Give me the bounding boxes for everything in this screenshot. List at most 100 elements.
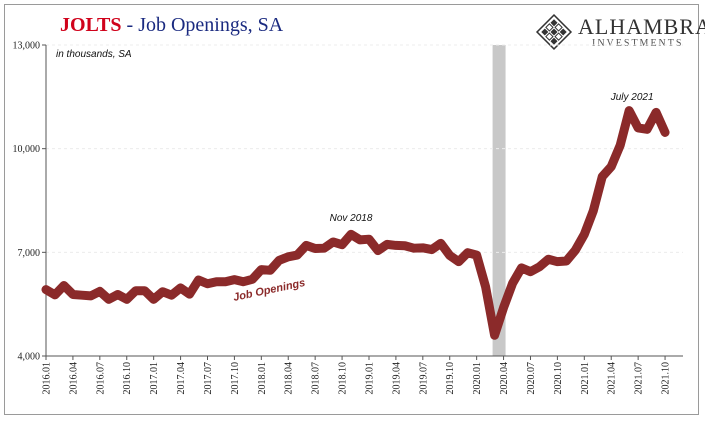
- data-point: [655, 111, 658, 114]
- data-point: [502, 306, 505, 309]
- data-point: [98, 290, 101, 293]
- data-point: [664, 131, 667, 134]
- chart-title: JOLTS - Job Openings, SA: [60, 14, 283, 37]
- x-tick-label: 2018.07: [311, 362, 322, 395]
- data-point: [179, 286, 182, 289]
- logo-subtitle: INVESTMENTS: [592, 38, 684, 49]
- data-point: [412, 247, 415, 250]
- data-point: [628, 109, 631, 112]
- annotation-nov-2018: Nov 2018: [330, 213, 373, 224]
- data-point: [233, 278, 236, 281]
- data-point: [260, 268, 263, 271]
- x-tick-label: 2018.01: [257, 362, 268, 395]
- data-point: [62, 284, 65, 287]
- series-points: [45, 109, 667, 337]
- x-tick-label: 2021.07: [634, 362, 645, 395]
- x-tick-label: 2020.07: [526, 362, 537, 395]
- data-point: [466, 251, 469, 254]
- data-point: [556, 260, 559, 263]
- data-point: [287, 255, 290, 258]
- y-tick-label: 4,000: [18, 352, 41, 363]
- data-point: [592, 209, 595, 212]
- data-point: [224, 280, 227, 283]
- data-point: [341, 243, 344, 246]
- data-point: [188, 293, 191, 296]
- data-point: [385, 243, 388, 246]
- data-point: [403, 244, 406, 247]
- data-point: [493, 334, 496, 337]
- data-point: [269, 269, 272, 272]
- recession-band: [492, 45, 506, 356]
- data-point: [520, 266, 523, 269]
- data-point: [367, 238, 370, 241]
- data-point: [601, 175, 604, 178]
- data-point: [314, 247, 317, 250]
- x-tick-label: 2016.04: [68, 362, 79, 395]
- x-tick-label: 2021.10: [661, 362, 672, 395]
- data-point: [511, 282, 514, 285]
- data-point: [439, 242, 442, 245]
- data-point: [376, 249, 379, 252]
- data-point: [161, 290, 164, 293]
- x-tick-label: 2019.04: [391, 362, 402, 395]
- data-point: [323, 247, 326, 250]
- chart-title-rest: - Job Openings, SA: [121, 14, 284, 36]
- x-tick-label: 2018.04: [284, 362, 295, 395]
- data-point: [484, 285, 487, 288]
- data-point: [574, 249, 577, 252]
- data-point: [394, 244, 397, 247]
- x-tick-label: 2020.10: [553, 362, 564, 395]
- data-point: [251, 278, 254, 281]
- data-point: [475, 254, 478, 257]
- x-tick-label: 2016.01: [42, 362, 53, 395]
- x-tick-label: 2019.10: [445, 362, 456, 395]
- data-point: [152, 298, 155, 301]
- x-tick-label: 2016.10: [122, 362, 133, 395]
- y-tick-label: 7,000: [18, 248, 41, 259]
- data-point: [215, 280, 218, 283]
- data-point: [565, 259, 568, 262]
- data-point: [296, 254, 299, 257]
- data-point: [448, 254, 451, 257]
- data-point: [278, 259, 281, 262]
- x-tick-label: 2020.04: [499, 362, 510, 395]
- x-tick-label: 2020.01: [472, 362, 483, 395]
- x-tick-label: 2021.04: [607, 362, 618, 395]
- data-point: [80, 294, 83, 297]
- x-tick-label: 2019.01: [364, 362, 375, 395]
- data-point: [116, 293, 119, 296]
- alhambra-logo: ALHAMBRA INVESTMENTS: [534, 12, 705, 52]
- logo-name: ALHAMBRA: [578, 14, 705, 39]
- chart-frame: [4, 4, 699, 415]
- data-point: [107, 298, 110, 301]
- data-point: [610, 165, 613, 168]
- x-tick-label: 2017.04: [176, 362, 187, 395]
- data-point: [170, 294, 173, 297]
- data-point: [197, 278, 200, 281]
- x-tick-label: 2016.07: [95, 362, 106, 395]
- data-point: [421, 246, 424, 249]
- x-tick-label: 2021.01: [580, 362, 591, 395]
- annotation-july-2021: July 2021: [610, 92, 654, 103]
- data-point: [350, 233, 353, 236]
- data-point: [457, 260, 460, 263]
- x-tick-label: 2019.07: [418, 362, 429, 395]
- data-point: [646, 128, 649, 131]
- series-line-job-openings: [41, 106, 670, 340]
- diamond-grid-icon: [535, 13, 573, 51]
- data-point: [53, 293, 56, 296]
- y-tick-label: 10,000: [13, 144, 41, 155]
- y-gridlines: [46, 44, 683, 357]
- data-point: [45, 288, 47, 291]
- data-point: [583, 233, 586, 236]
- x-tick-label: 2017.10: [230, 362, 241, 395]
- data-point: [71, 293, 74, 296]
- data-point: [430, 248, 433, 251]
- y-tick-label: 13,000: [13, 41, 41, 52]
- data-point: [206, 282, 209, 285]
- data-point: [547, 258, 550, 261]
- data-point: [143, 289, 146, 292]
- x-tick-label: 2018.10: [338, 362, 349, 395]
- x-tick-label: 2017.01: [149, 362, 160, 395]
- data-point: [332, 240, 335, 243]
